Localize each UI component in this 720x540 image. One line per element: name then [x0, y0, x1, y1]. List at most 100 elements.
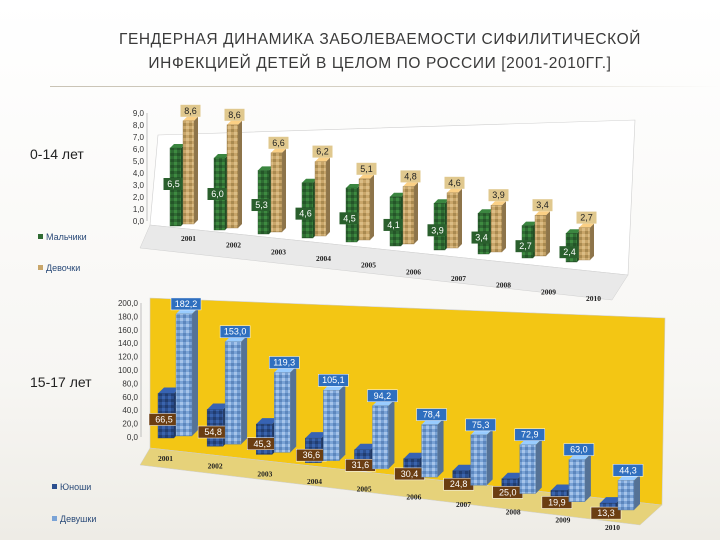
- y-tick-label: 0,0: [127, 433, 139, 442]
- bar-girls: [470, 434, 487, 486]
- y-tick-label: 4,0: [133, 169, 145, 178]
- data-label: 5,3: [255, 200, 268, 210]
- data-label: 6,2: [316, 147, 329, 157]
- data-label: 13,3: [597, 508, 615, 518]
- bar-top: [403, 182, 418, 187]
- y-tick-label: 100,0: [118, 366, 139, 375]
- legend-label: Юноши: [60, 482, 91, 492]
- x-tick-label: 2005: [361, 261, 376, 270]
- bar-top: [434, 199, 449, 204]
- x-tick-label: 2003: [271, 247, 286, 256]
- y-tick-label: 0,0: [133, 217, 145, 226]
- data-label: 153,0: [224, 327, 247, 337]
- x-tick-label: 2008: [506, 508, 521, 517]
- chart-0-14: 0,0 1,0 2,0 3,0 4,0 5,0 6,0 7,0 8,0 9,0 6,5 8,6 2001…: [38, 104, 636, 303]
- bar-girls: [578, 227, 591, 261]
- y-tick-label: 160,0: [118, 326, 139, 335]
- y-tick-label: 60,0: [122, 393, 138, 402]
- data-label-box: [515, 240, 536, 253]
- bar-side: [194, 116, 198, 224]
- data-label: 6,6: [272, 138, 285, 148]
- y-tick-label: 3,0: [133, 181, 145, 190]
- bar-top: [501, 472, 524, 479]
- bar-girls: [402, 186, 415, 245]
- legend-swatch: [52, 484, 57, 489]
- bar-side: [634, 474, 640, 510]
- data-label: 36,6: [303, 450, 321, 460]
- data-label-box: [465, 418, 496, 432]
- data-label: 4,6: [448, 178, 461, 188]
- bar-top: [305, 432, 328, 439]
- data-label-box: [219, 325, 251, 338]
- y-tick-label: 80,0: [122, 379, 138, 388]
- bar-girls: [372, 405, 389, 470]
- x-tick-label: 2005: [357, 485, 372, 494]
- bar-girls: [617, 480, 635, 511]
- data-label: 44,3: [619, 465, 637, 475]
- data-label: 2,4: [563, 247, 576, 257]
- y-tick-label: 6,0: [133, 145, 145, 154]
- data-label: 2,7: [519, 241, 532, 251]
- x-tick-label: 2006: [406, 267, 421, 276]
- data-label: 54,8: [204, 427, 222, 437]
- x-tick-label: 2007: [456, 500, 471, 509]
- x-tick-label: 2004: [316, 254, 331, 263]
- y-tick-label: 140,0: [118, 339, 139, 348]
- x-tick-label: 2002: [208, 462, 223, 471]
- bar-top: [258, 166, 273, 171]
- y-tick-label: 9,0: [133, 109, 145, 118]
- data-label-box: [559, 246, 580, 259]
- bar-girls: [175, 313, 193, 437]
- title-line-1: ГЕНДЕРНАЯ ДИНАМИКА ЗАБОЛЕВАЕМОСТИ СИФИЛИ…: [118, 31, 642, 48]
- data-label-box: [339, 212, 360, 225]
- bar-side: [458, 188, 462, 248]
- bar-side: [486, 428, 493, 486]
- title-divider: [50, 86, 720, 87]
- data-label: 75,3: [472, 420, 490, 430]
- bar-top: [522, 221, 537, 226]
- legend-label: Мальчики: [46, 232, 87, 242]
- data-label-box: [367, 389, 398, 403]
- x-tick-label: 2009: [541, 287, 556, 296]
- bar-top: [452, 464, 475, 471]
- data-label: 66,5: [155, 414, 173, 424]
- data-label-box: [163, 178, 184, 190]
- bar-girls: [224, 341, 242, 445]
- bar-side: [590, 223, 594, 260]
- x-tick-label: 2008: [496, 281, 511, 290]
- data-label-box: [295, 207, 316, 220]
- chart-15-17: 0,0 20,0 40,0 60,0 80,0 100,0 120,0 140,0 160,0 1…: [52, 297, 666, 532]
- x-tick-label: 2001: [181, 234, 196, 243]
- bar-girls: [314, 161, 327, 237]
- bar-girls: [519, 444, 536, 494]
- y-tick-label: 5,0: [133, 157, 145, 166]
- data-label: 24,8: [450, 479, 468, 489]
- bar-girls: [534, 214, 547, 257]
- legend-swatch: [38, 265, 43, 270]
- title-line-2: ИНФЕКЦИЕЙ ДЕТЕЙ В ЦЕЛОМ ПО РОССИИ [2001-…: [148, 55, 612, 72]
- data-label: 94,2: [374, 391, 392, 401]
- bar-girls: [274, 372, 291, 453]
- data-label: 63,0: [570, 445, 588, 455]
- x-tick-label: 2002: [226, 241, 241, 250]
- y-tick-label: 7,0: [133, 133, 145, 142]
- data-label: 2,7: [580, 213, 593, 223]
- x-tick-label: 2003: [257, 469, 272, 478]
- panel-label-0-14: 0-14 лет: [30, 146, 84, 162]
- data-label-box: [444, 176, 465, 189]
- data-label-box: [514, 428, 546, 441]
- data-label-box: [180, 104, 201, 117]
- bar-side: [282, 148, 286, 232]
- y-tick-label: 180,0: [118, 312, 139, 321]
- bar-top: [447, 188, 462, 193]
- bar-top: [600, 497, 622, 504]
- data-label-box: [224, 108, 245, 121]
- bar-side: [546, 211, 550, 256]
- x-tick-label: 2007: [451, 274, 466, 283]
- bar-top: [170, 144, 185, 148]
- bar-top: [271, 148, 286, 153]
- bar-top: [346, 184, 361, 188]
- data-label: 3,9: [431, 225, 444, 235]
- data-label: 4,1: [387, 220, 400, 230]
